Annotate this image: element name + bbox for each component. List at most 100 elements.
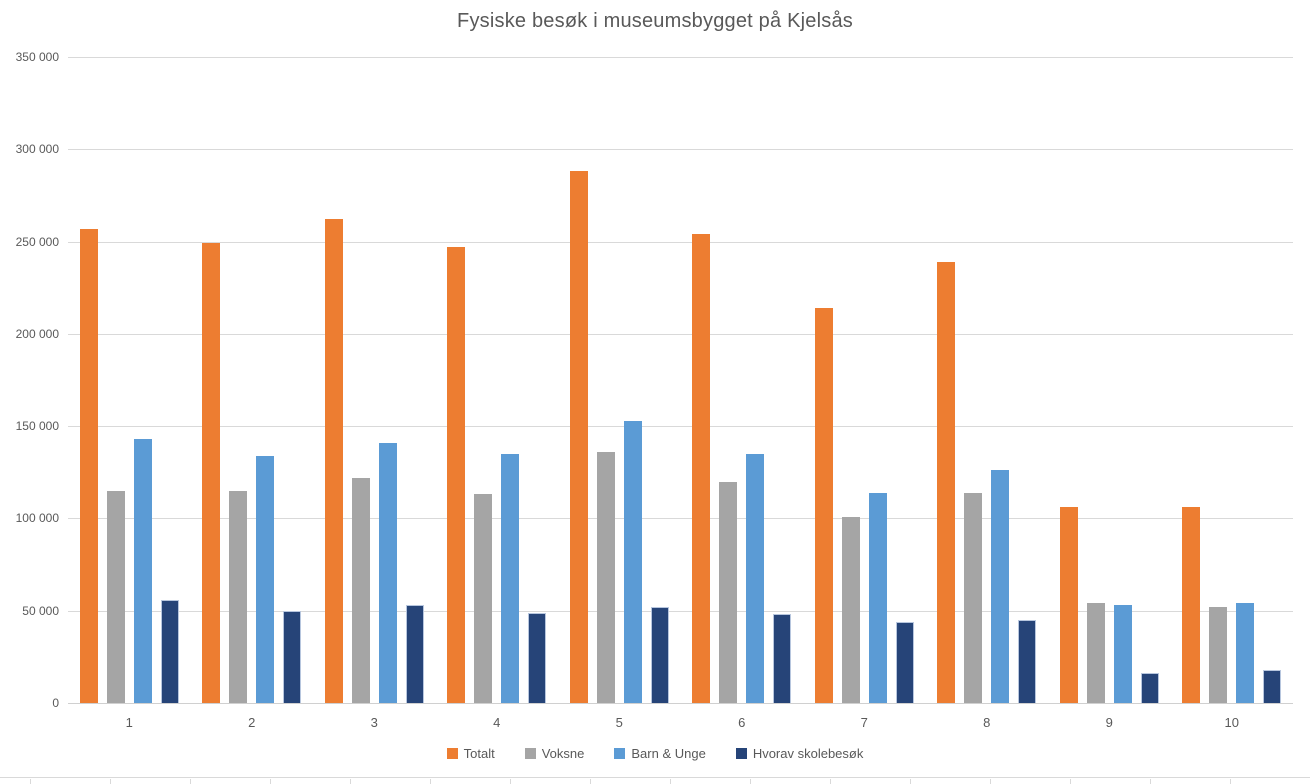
x-tick-label-9: 9: [1105, 715, 1113, 730]
x-tick-label-3: 3: [370, 715, 378, 730]
x-tick-label-5: 5: [615, 715, 623, 730]
bar-group-10: [1171, 57, 1294, 703]
spreadsheet-column-divider: [590, 779, 591, 784]
bar-voksne-8[interactable]: [964, 492, 983, 703]
bar-totalt-6[interactable]: [692, 234, 711, 703]
gridline-150000: [68, 426, 1293, 428]
bar-hvorav-skolebes-k-2[interactable]: [283, 610, 302, 703]
bar-barn-unge-5[interactable]: [623, 420, 642, 703]
bar-totalt-4[interactable]: [447, 247, 466, 703]
y-tick-label-200000: 200 000: [15, 326, 59, 341]
bar-barn-unge-6[interactable]: [746, 453, 765, 703]
bar-totalt-5[interactable]: [569, 171, 588, 703]
bar-totalt-8[interactable]: [937, 261, 956, 703]
x-tick-label-10: 10: [1224, 715, 1239, 730]
bar-barn-unge-7[interactable]: [868, 492, 887, 703]
bar-voksne-7[interactable]: [841, 516, 860, 703]
bar-hvorav-skolebes-k-7[interactable]: [895, 621, 914, 703]
spreadsheet-column-divider: [430, 779, 431, 784]
y-tick-label-300000: 300 000: [15, 142, 59, 157]
legend-item-voksne[interactable]: Voksne: [524, 746, 585, 761]
bar-voksne-1[interactable]: [106, 490, 125, 703]
bar-hvorav-skolebes-k-4[interactable]: [528, 612, 547, 703]
bar-barn-unge-10[interactable]: [1236, 603, 1255, 703]
bar-hvorav-skolebes-k-5[interactable]: [650, 607, 669, 703]
legend-item-hvorav-skolebes-k[interactable]: Hvorav skolebesøk: [735, 746, 863, 761]
bar-groups: [68, 57, 1293, 703]
bar-barn-unge-3[interactable]: [378, 442, 397, 703]
x-tick-label-2: 2: [248, 715, 256, 730]
spreadsheet-column-divider: [1230, 779, 1231, 784]
gridline-300000: [68, 149, 1293, 151]
legend-swatch-icon: [446, 748, 458, 759]
y-tick-label-350000: 350 000: [15, 50, 59, 64]
bar-barn-unge-4[interactable]: [501, 453, 520, 703]
bar-totalt-10[interactable]: [1182, 507, 1201, 703]
x-tick-label-6: 6: [738, 715, 746, 730]
bar-hvorav-skolebes-k-1[interactable]: [160, 599, 179, 703]
bar-voksne-6[interactable]: [719, 481, 738, 703]
spreadsheet-column-divider: [110, 779, 111, 784]
bar-group-8: [926, 57, 1049, 703]
spreadsheet-column-divider: [750, 779, 751, 784]
spreadsheet-column-divider: [270, 779, 271, 784]
gridline-100000: [68, 518, 1293, 520]
bar-group-9: [1048, 57, 1171, 703]
bar-group-4: [436, 57, 559, 703]
x-tick-label-1: 1: [125, 715, 133, 730]
bar-group-2: [191, 57, 314, 703]
bar-totalt-7[interactable]: [814, 308, 833, 703]
legend-label: Barn & Unge: [631, 746, 706, 761]
legend-swatch-icon: [614, 748, 626, 759]
bar-voksne-4[interactable]: [474, 494, 493, 703]
spreadsheet-column-divider: [830, 779, 831, 784]
gridline-350000: [68, 57, 1293, 58]
bar-group-5: [558, 57, 681, 703]
legend-swatch-icon: [735, 748, 747, 759]
y-tick-label-50000: 50 000: [22, 603, 59, 618]
bar-hvorav-skolebes-k-3[interactable]: [405, 605, 424, 703]
spreadsheet-column-divider: [1150, 779, 1151, 784]
spreadsheet-column-divider: [510, 779, 511, 784]
legend-item-barn-unge[interactable]: Barn & Unge: [614, 746, 706, 761]
bar-totalt-2[interactable]: [202, 243, 221, 703]
spreadsheet-column-divider: [350, 779, 351, 784]
bar-voksne-3[interactable]: [351, 477, 370, 703]
spreadsheet-edge-strip: [0, 777, 1310, 784]
bar-totalt-9[interactable]: [1059, 507, 1078, 703]
bar-hvorav-skolebes-k-9[interactable]: [1140, 673, 1159, 703]
legend-item-totalt[interactable]: Totalt: [446, 746, 495, 761]
bar-barn-unge-8[interactable]: [991, 470, 1010, 703]
bar-group-1: [68, 57, 191, 703]
y-tick-label-0: 0: [52, 696, 59, 710]
x-axis-labels: 1 2 3 4 5 6 7 8 9 10: [68, 703, 1293, 730]
x-axis-line: [68, 703, 1293, 704]
bar-barn-unge-1[interactable]: [133, 439, 152, 703]
bar-totalt-1[interactable]: [79, 228, 98, 703]
bar-hvorav-skolebes-k-10[interactable]: [1263, 669, 1282, 703]
bar-voksne-2[interactable]: [229, 490, 248, 703]
bar-voksne-5[interactable]: [596, 451, 615, 703]
x-tick-label-8: 8: [983, 715, 991, 730]
plot-area[interactable]: 0 50 000 100 000 150 000 200 000 250 000 300 0…: [16, 50, 1293, 710]
x-tick-label-7: 7: [860, 715, 868, 730]
bar-voksne-9[interactable]: [1086, 603, 1105, 703]
spreadsheet-column-divider: [190, 779, 191, 784]
spreadsheet-column-divider: [910, 779, 911, 784]
bar-group-7: [803, 57, 926, 703]
chart-title[interactable]: Fysiske besøk i museumsbygget på Kjelsås: [457, 10, 853, 32]
bar-hvorav-skolebes-k-6[interactable]: [773, 614, 792, 703]
bar-barn-unge-9[interactable]: [1113, 605, 1132, 703]
bar-barn-unge-2[interactable]: [256, 455, 275, 703]
legend-label: Voksne: [541, 746, 585, 761]
bar-voksne-10[interactable]: [1209, 607, 1228, 703]
gridline-250000: [68, 241, 1293, 243]
gridline-50000: [68, 610, 1293, 612]
y-tick-label-250000: 250 000: [15, 234, 59, 249]
gridline-200000: [68, 333, 1293, 335]
bar-hvorav-skolebes-k-8[interactable]: [1018, 619, 1037, 703]
spreadsheet-column-divider: [990, 779, 991, 784]
bar-totalt-3[interactable]: [324, 219, 343, 703]
legend-swatch-icon: [524, 748, 536, 759]
bar-group-6: [681, 57, 804, 703]
